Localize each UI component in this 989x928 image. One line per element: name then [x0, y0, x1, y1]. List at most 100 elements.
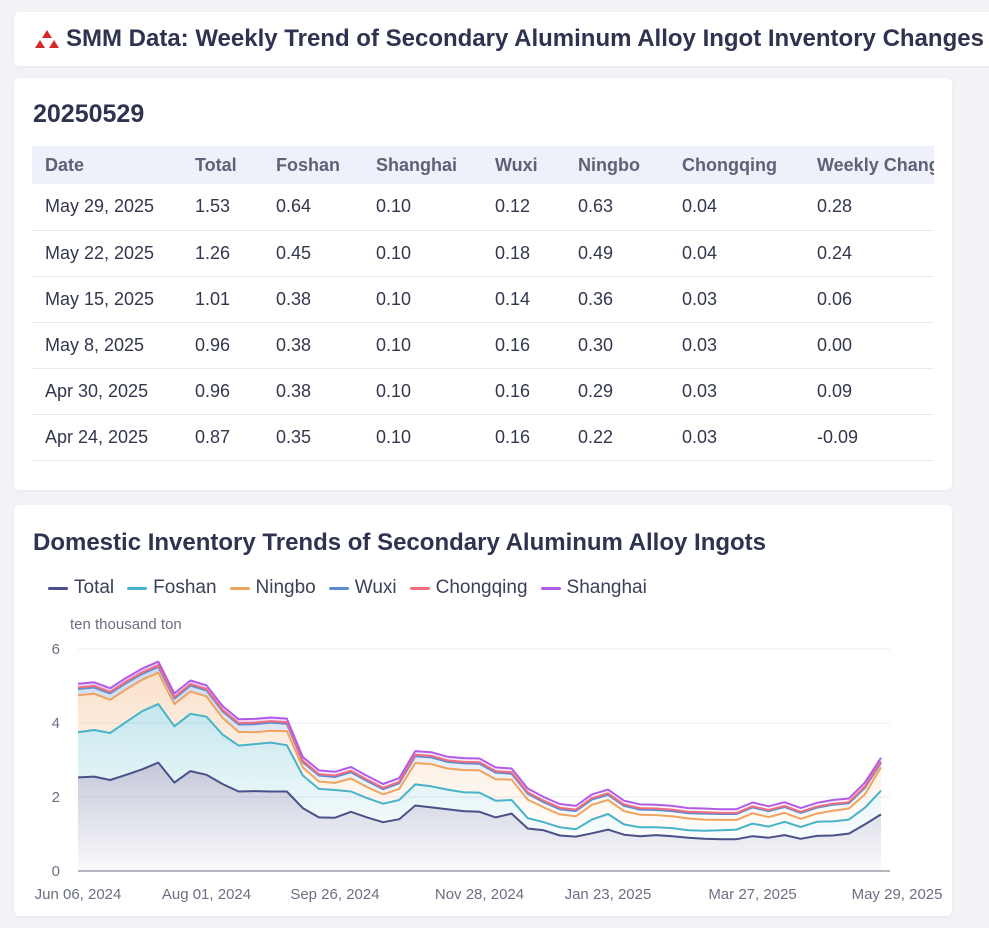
table-body: May 29, 2025 1.53 0.64 0.10 0.12 0.63 0.04 0.28… — [32, 184, 934, 461]
series-line-ningbo — [77, 671, 882, 821]
table-cell: 0.22 — [565, 414, 669, 461]
table-cell: 0.49 — [565, 230, 669, 277]
table-cell: 0.10 — [363, 184, 482, 231]
table-cell: May 29, 2025 — [32, 184, 182, 231]
x-tick-label: Jun 06, 2024 — [35, 886, 122, 903]
table-cell: May 15, 2025 — [32, 276, 182, 323]
inventory-table: Date Total Foshan Shanghai Wuxi Ningbo Chongqi… — [32, 146, 934, 461]
table-cell: 0.16 — [482, 368, 565, 415]
legend-swatch — [48, 586, 68, 590]
y-tick-label: 2 — [52, 789, 60, 806]
table-cell: 0.28 — [804, 184, 934, 231]
legend-label: Ningbo — [255, 577, 316, 598]
table-cell: 0.04 — [669, 184, 804, 231]
table-cell: 0.10 — [363, 414, 482, 461]
column-header-wuxi: Wuxi — [495, 154, 538, 175]
legend-item-ningbo[interactable]: Ningbo — [229, 577, 316, 599]
table-row: Apr 24, 2025 0.87 0.35 0.10 0.16 0.22 0.03 -0.0… — [32, 414, 934, 461]
legend-swatch — [409, 586, 430, 590]
table-cell: 0.06 — [804, 276, 934, 323]
table-scroll-container[interactable]: Date Total Foshan Shanghai Wuxi Ningbo Chongqi… — [32, 146, 934, 461]
table-cell: 0.30 — [565, 322, 669, 369]
column-header-chongqing: Chongqing — [682, 154, 777, 175]
table-cell: 0.10 — [363, 322, 482, 369]
series-line-shanghai — [77, 660, 882, 811]
table-row: Apr 30, 2025 0.96 0.38 0.10 0.16 0.29 0.03 0.09 — [32, 368, 934, 415]
legend-item-foshan[interactable]: Foshan — [127, 577, 217, 599]
table-cell: Apr 24, 2025 — [32, 414, 182, 461]
area-foshan — [78, 704, 881, 840]
column-header-shanghai: Shanghai — [376, 154, 458, 175]
table-cell: 0.03 — [669, 276, 804, 323]
page-title: SMM Data: Weekly Trend of Secondary Alum… — [34, 25, 984, 53]
series-line-foshan — [77, 703, 882, 832]
column-header-weekly-change: Weekly Change — [817, 154, 934, 175]
table-cell: 1.01 — [182, 276, 263, 323]
table-cell: 0.64 — [263, 184, 363, 231]
table-cell: 0.87 — [182, 414, 263, 461]
legend-swatch — [540, 586, 561, 590]
table-cell: 0.29 — [565, 368, 669, 415]
legend-label: Chongqing — [435, 577, 528, 598]
table-cell: 0.38 — [263, 368, 363, 415]
table-cell: May 22, 2025 — [32, 230, 182, 277]
table-cell: 0.09 — [804, 368, 934, 415]
table-cell: 0.38 — [263, 276, 363, 323]
table-cell: 0.00 — [804, 322, 934, 369]
table-cell: 0.10 — [363, 230, 482, 277]
table-cell: 0.10 — [363, 276, 482, 323]
x-tick-label: Sep 26, 2024 — [290, 886, 379, 903]
x-tick-label: May 29, 2025 — [852, 886, 943, 903]
column-header-date: Date — [45, 154, 85, 175]
y-tick-label: 4 — [52, 715, 60, 732]
series-line-chongqing — [77, 664, 882, 814]
table-cell: 0.10 — [363, 368, 482, 415]
legend-label: Wuxi — [354, 577, 397, 598]
area-ningbo — [78, 672, 881, 831]
x-tick-label: Mar 27, 2025 — [708, 886, 796, 903]
table-cell: 0.63 — [565, 184, 669, 231]
series-line-total — [77, 761, 882, 841]
table-cell: 0.96 — [182, 368, 263, 415]
table-cell: 0.18 — [482, 230, 565, 277]
column-header-ningbo: Ningbo — [578, 154, 640, 175]
table-cell: 0.38 — [263, 322, 363, 369]
area-total — [78, 762, 881, 871]
table-cell: -0.09 — [804, 414, 934, 461]
y-tick-label: 6 — [52, 641, 60, 658]
column-header-total: Total — [195, 154, 237, 175]
report-date: 20250529 — [33, 100, 145, 128]
legend-item-total[interactable]: Total — [48, 577, 114, 599]
legend-item-wuxi[interactable]: Wuxi — [328, 577, 397, 599]
table-cell: 0.16 — [482, 322, 565, 369]
legend-swatch — [328, 586, 349, 590]
x-tick-label: Nov 28, 2024 — [435, 886, 524, 903]
y-axis-unit: ten thousand ton — [70, 616, 182, 633]
legend-label: Shanghai — [566, 577, 647, 598]
table-row: May 8, 2025 0.96 0.38 0.10 0.16 0.30 0.03 0.00 — [32, 322, 934, 369]
column-header-foshan: Foshan — [276, 154, 341, 175]
legend-item-chongqing[interactable]: Chongqing — [409, 577, 528, 599]
table-cell: 1.26 — [182, 230, 263, 277]
table-header-row: Date Total Foshan Shanghai Wuxi Ningbo Chongqi… — [32, 146, 934, 184]
table-cell: 0.36 — [565, 276, 669, 323]
chart-title: Domestic Inventory Trends of Secondary A… — [33, 529, 767, 556]
table-cell: 0.03 — [669, 414, 804, 461]
legend-label: Foshan — [153, 577, 217, 598]
smm-logo-icon — [35, 30, 59, 48]
table-cell: May 8, 2025 — [32, 322, 182, 369]
table-row: May 22, 2025 1.26 0.45 0.10 0.18 0.49 0.04 0.24 — [32, 230, 934, 277]
header-card: SMM Data: Weekly Trend of Secondary Alum… — [14, 12, 989, 66]
page-title-text: SMM Data: Weekly Trend of Secondary Alum… — [66, 25, 984, 52]
table-cell: 0.14 — [482, 276, 565, 323]
y-tick-label: 0 — [52, 863, 60, 880]
legend-item-shanghai[interactable]: Shanghai — [540, 577, 647, 599]
legend-swatch — [127, 586, 148, 590]
table-cell: 0.03 — [669, 322, 804, 369]
table-cell: 0.12 — [482, 184, 565, 231]
table-cell: 0.96 — [182, 322, 263, 369]
table-cell: 0.03 — [669, 368, 804, 415]
table-cell: 1.53 — [182, 184, 263, 231]
table-cell: 0.24 — [804, 230, 934, 277]
